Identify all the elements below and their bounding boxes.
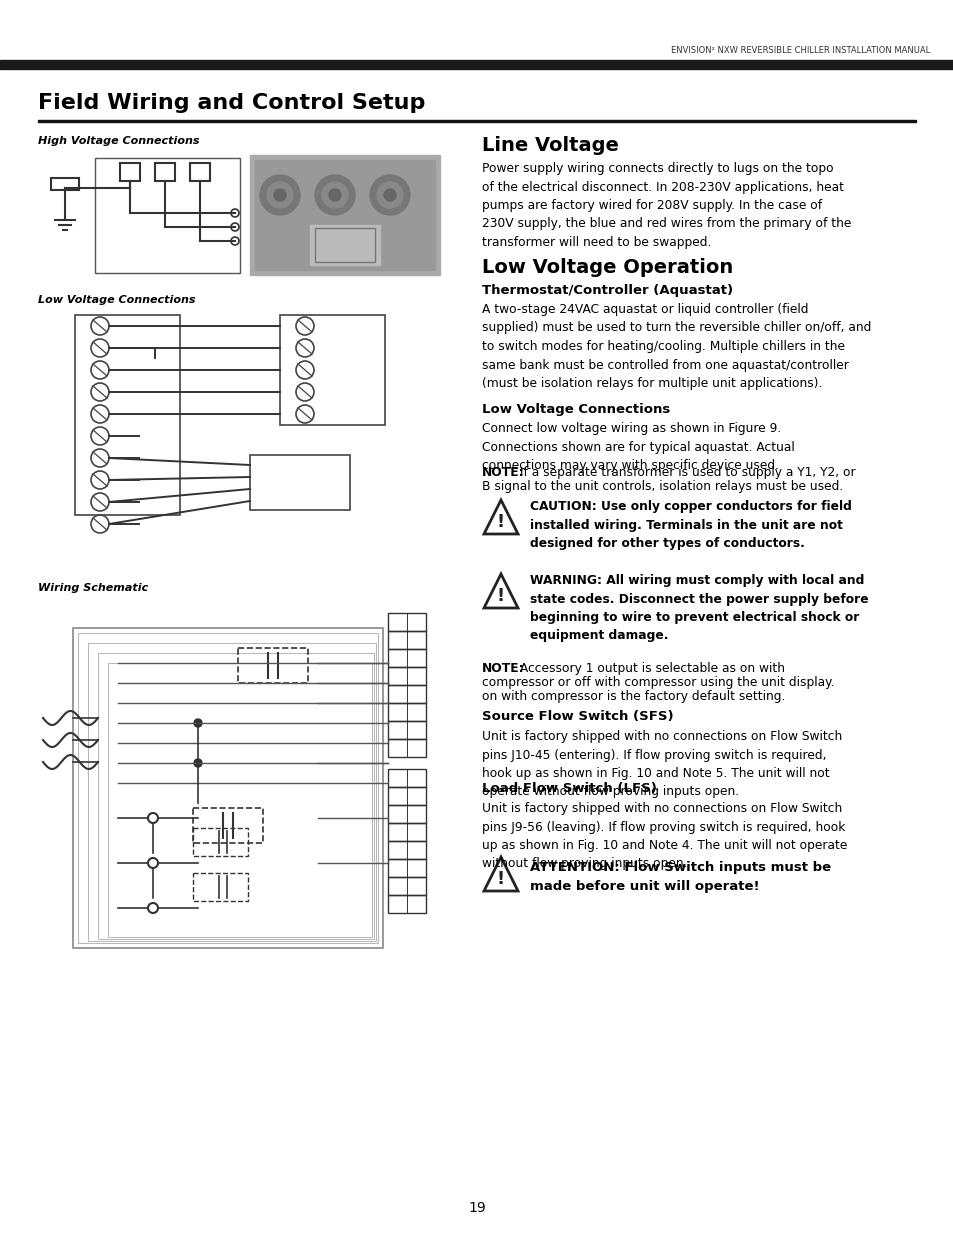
Text: 19: 19 xyxy=(468,1200,485,1215)
Circle shape xyxy=(267,182,293,207)
Text: Field Wiring and Control Setup: Field Wiring and Control Setup xyxy=(38,93,425,112)
Bar xyxy=(388,860,426,877)
Bar xyxy=(75,315,180,515)
Text: Accessory 1 output is selectable as on with: Accessory 1 output is selectable as on w… xyxy=(516,662,784,676)
Text: High Voltage Connections: High Voltage Connections xyxy=(38,136,199,146)
Text: Power supply wiring connects directly to lugs on the topo
of the electrical disc: Power supply wiring connects directly to… xyxy=(481,162,850,249)
Bar xyxy=(95,158,240,273)
Text: NOTE:: NOTE: xyxy=(481,466,524,479)
Text: NOTE:: NOTE: xyxy=(481,662,524,676)
Bar xyxy=(0,61,953,69)
Bar xyxy=(154,163,174,182)
Bar xyxy=(190,163,210,182)
Polygon shape xyxy=(483,857,517,890)
Text: If a separate transformer is used to supply a Y1, Y2, or: If a separate transformer is used to sup… xyxy=(516,466,855,479)
Bar xyxy=(237,648,308,683)
Bar xyxy=(388,685,426,703)
Bar xyxy=(388,841,426,860)
Bar xyxy=(388,613,426,631)
Bar xyxy=(388,769,426,787)
Text: Low Voltage Connections: Low Voltage Connections xyxy=(38,295,195,305)
Bar xyxy=(280,315,385,425)
Bar xyxy=(388,823,426,841)
Text: ENVISION² NXW REVERSIBLE CHILLER INSTALLATION MANUAL: ENVISION² NXW REVERSIBLE CHILLER INSTALL… xyxy=(670,46,929,56)
Bar xyxy=(388,650,426,667)
Bar xyxy=(388,877,426,895)
Circle shape xyxy=(322,182,348,207)
Bar xyxy=(88,643,375,941)
Circle shape xyxy=(314,175,355,215)
Polygon shape xyxy=(483,574,517,608)
Bar xyxy=(388,667,426,685)
Text: !: ! xyxy=(497,871,504,888)
Text: Low Voltage Connections: Low Voltage Connections xyxy=(481,403,670,416)
Bar xyxy=(250,454,350,510)
Bar xyxy=(193,827,248,856)
Circle shape xyxy=(370,175,410,215)
Polygon shape xyxy=(483,500,517,534)
Text: Low Voltage Operation: Low Voltage Operation xyxy=(481,258,733,277)
Text: A two-stage 24VAC aquastat or liquid controller (field
supplied) must be used to: A two-stage 24VAC aquastat or liquid con… xyxy=(481,303,870,390)
Circle shape xyxy=(384,189,395,201)
Bar xyxy=(388,805,426,823)
Circle shape xyxy=(193,719,202,727)
Text: B signal to the unit controls, isolation relays must be used.: B signal to the unit controls, isolation… xyxy=(481,480,842,493)
Bar xyxy=(193,873,248,902)
Text: Line Voltage: Line Voltage xyxy=(481,136,618,156)
Circle shape xyxy=(329,189,340,201)
Circle shape xyxy=(193,760,202,767)
Bar xyxy=(98,653,374,939)
Bar xyxy=(388,721,426,739)
Text: !: ! xyxy=(497,513,504,531)
Text: CAUTION: Use only copper conductors for field
installed wiring. Terminals in the: CAUTION: Use only copper conductors for … xyxy=(530,500,851,550)
Text: ATTENTION: Flow Switch inputs must be
made before unit will operate!: ATTENTION: Flow Switch inputs must be ma… xyxy=(530,861,830,893)
Text: Thermostat/Controller (Aquastat): Thermostat/Controller (Aquastat) xyxy=(481,284,732,296)
Bar xyxy=(254,161,435,270)
Circle shape xyxy=(260,175,299,215)
Text: Unit is factory shipped with no connections on Flow Switch
pins J10-45 (entering: Unit is factory shipped with no connecti… xyxy=(481,730,841,799)
Circle shape xyxy=(376,182,402,207)
Text: !: ! xyxy=(497,587,504,605)
Bar xyxy=(250,156,439,275)
Bar xyxy=(388,631,426,650)
Bar xyxy=(108,663,372,937)
Bar xyxy=(388,739,426,757)
Bar xyxy=(120,163,140,182)
Text: Connect low voltage wiring as shown in Figure 9.
Connections shown are for typic: Connect low voltage wiring as shown in F… xyxy=(481,422,794,472)
Bar xyxy=(388,787,426,805)
Text: Load Flow Switch (LFS): Load Flow Switch (LFS) xyxy=(481,782,657,795)
Bar xyxy=(193,808,263,844)
Text: Unit is factory shipped with no connections on Flow Switch
pins J9-56 (leaving).: Unit is factory shipped with no connecti… xyxy=(481,802,846,871)
Text: WARNING: All wiring must comply with local and
state codes. Disconnect the power: WARNING: All wiring must comply with loc… xyxy=(530,574,868,642)
Bar xyxy=(388,703,426,721)
Bar xyxy=(51,178,79,190)
Bar xyxy=(388,895,426,913)
Text: Wiring Schematic: Wiring Schematic xyxy=(38,583,148,593)
Bar xyxy=(38,120,915,121)
Bar xyxy=(73,629,382,948)
Circle shape xyxy=(274,189,286,201)
Bar xyxy=(310,225,379,266)
Text: Source Flow Switch (SFS): Source Flow Switch (SFS) xyxy=(481,710,673,722)
Text: on with compressor is the factory default setting.: on with compressor is the factory defaul… xyxy=(481,690,784,703)
Bar xyxy=(78,634,377,944)
Text: compressor or off with compressor using the unit display.: compressor or off with compressor using … xyxy=(481,676,834,689)
Bar xyxy=(314,228,375,262)
